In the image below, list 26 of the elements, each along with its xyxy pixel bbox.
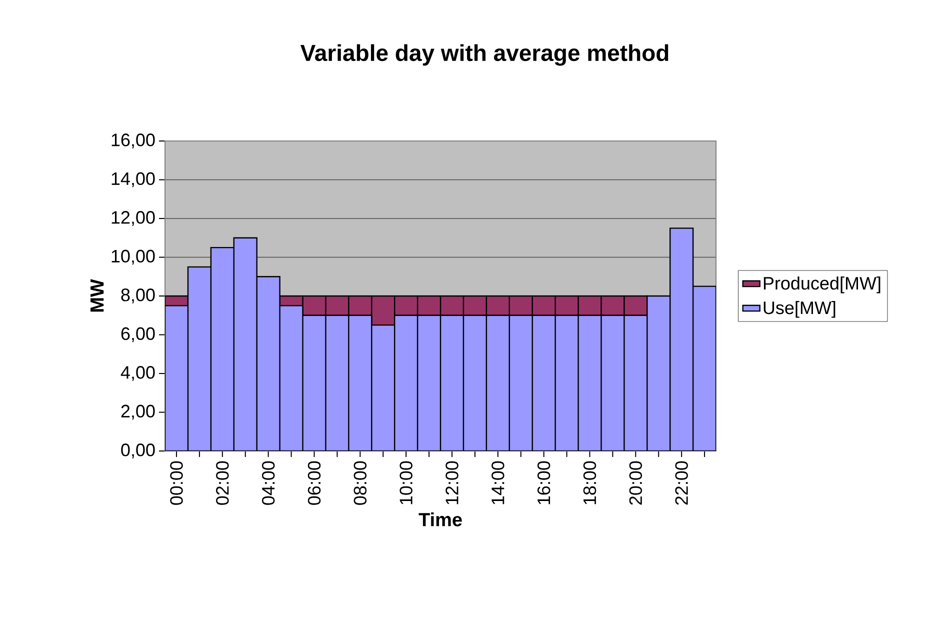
x-tick-label: 10:00 [400,461,412,504]
y-tick-label: 4,00 [120,366,155,381]
x-tick-label: 08:00 [354,461,367,505]
x-tick-label: 14:00 [492,461,504,504]
legend-label: Produced[MW] [764,276,880,294]
x-tick-label: 02:00 [216,461,229,505]
y-tick-label: 6,00 [121,327,155,342]
x-tick-label: 20:00 [629,461,642,505]
y-axis-title: MW [90,279,104,312]
x-axis-title: Time [418,512,462,526]
x-tick-label: 16:00 [537,461,550,504]
chart-title: Variable day with average method [300,44,668,66]
x-tick-label: 04:00 [262,461,275,505]
x-tick-label: 12:00 [446,461,458,504]
x-tick-label: 00:00 [170,461,183,505]
y-tick-label: 10,00 [112,250,155,265]
y-tick-label: 12,00 [112,211,155,226]
x-tick-label: 06:00 [308,461,321,505]
y-tick-label: 0,00 [121,444,155,458]
legend-label: Use[MW] [764,300,836,318]
x-tick-label: 22:00 [675,461,688,505]
y-tick-label: 14,00 [112,172,155,188]
x-tick-label: 18:00 [583,461,596,504]
y-tick-label: 2,00 [121,404,155,420]
y-tick-label: 8,00 [121,288,155,304]
y-tick-label: 16,00 [112,134,155,148]
